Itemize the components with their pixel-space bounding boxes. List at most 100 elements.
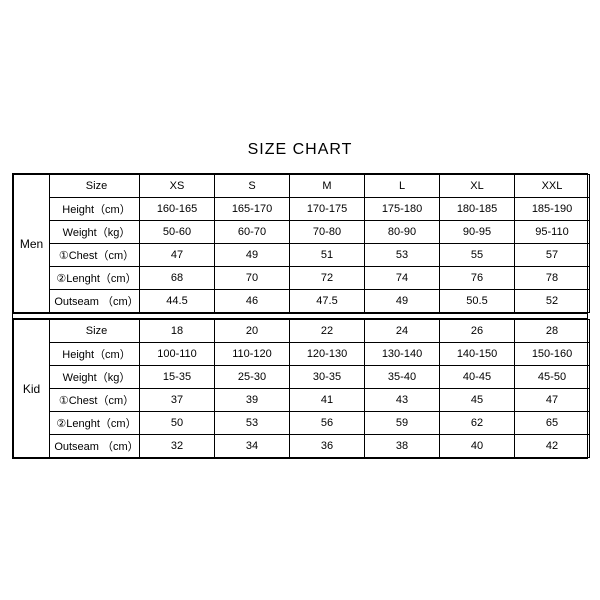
cell: 44.5	[140, 290, 215, 313]
cell: 47	[140, 244, 215, 267]
cell: 40-45	[440, 366, 515, 389]
cell: 15-35	[140, 366, 215, 389]
cell: 68	[140, 267, 215, 290]
cell: 32	[140, 435, 215, 458]
cell: 43	[365, 389, 440, 412]
table-row: ①Chest（cm） 47 49 51 53 55 57	[14, 244, 590, 267]
cell: 46	[215, 290, 290, 313]
cell: 74	[365, 267, 440, 290]
chart-title: SIZE CHART	[248, 141, 353, 159]
cell: 37	[140, 389, 215, 412]
cell: 41	[290, 389, 365, 412]
row-header: Outseam （cm）	[50, 290, 140, 313]
cell: S	[215, 175, 290, 198]
cell: 185-190	[515, 198, 590, 221]
cell: 120-130	[290, 343, 365, 366]
cell: 78	[515, 267, 590, 290]
cell: 175-180	[365, 198, 440, 221]
row-header: ①Chest（cm）	[50, 389, 140, 412]
size-table-men: Men Size XS S M L XL XXL Height（cm） 160-…	[13, 174, 590, 313]
row-header: Weight（kg）	[50, 221, 140, 244]
cell: 150-160	[515, 343, 590, 366]
cell: 45	[440, 389, 515, 412]
cell: 28	[515, 320, 590, 343]
table-row: Height（cm） 100-110 110-120 120-130 130-1…	[14, 343, 590, 366]
table-row: Weight（kg） 50-60 60-70 70-80 80-90 90-95…	[14, 221, 590, 244]
table-row: ①Chest（cm） 37 39 41 43 45 47	[14, 389, 590, 412]
table-row: Men Size XS S M L XL XXL	[14, 175, 590, 198]
cell: 30-35	[290, 366, 365, 389]
cell: M	[290, 175, 365, 198]
cell: L	[365, 175, 440, 198]
cell: 20	[215, 320, 290, 343]
cell: 36	[290, 435, 365, 458]
cell: 170-175	[290, 198, 365, 221]
cell: 70-80	[290, 221, 365, 244]
cell: 72	[290, 267, 365, 290]
cell: 49	[365, 290, 440, 313]
cell: 95-110	[515, 221, 590, 244]
cell: 40	[440, 435, 515, 458]
cell: 130-140	[365, 343, 440, 366]
cell: 53	[365, 244, 440, 267]
cell: 50-60	[140, 221, 215, 244]
cell: 165-170	[215, 198, 290, 221]
table-row: ②Lenght（cm） 68 70 72 74 76 78	[14, 267, 590, 290]
cell: XXL	[515, 175, 590, 198]
section-label: Kid	[14, 320, 50, 458]
cell: 80-90	[365, 221, 440, 244]
cell: 42	[515, 435, 590, 458]
row-header: ①Chest（cm）	[50, 244, 140, 267]
table-row: Height（cm） 160-165 165-170 170-175 175-1…	[14, 198, 590, 221]
table-row: Weight（kg） 15-35 25-30 30-35 35-40 40-45…	[14, 366, 590, 389]
cell: 53	[215, 412, 290, 435]
cell: 26	[440, 320, 515, 343]
cell: 47.5	[290, 290, 365, 313]
cell: 90-95	[440, 221, 515, 244]
cell: 62	[440, 412, 515, 435]
cell: 22	[290, 320, 365, 343]
cell: 110-120	[215, 343, 290, 366]
size-chart-container: Men Size XS S M L XL XXL Height（cm） 160-…	[12, 173, 588, 459]
cell: XL	[440, 175, 515, 198]
cell: 160-165	[140, 198, 215, 221]
cell: 39	[215, 389, 290, 412]
table-row: Kid Size 18 20 22 24 26 28	[14, 320, 590, 343]
cell: 57	[515, 244, 590, 267]
table-row: Outseam （cm） 44.5 46 47.5 49 50.5 52	[14, 290, 590, 313]
cell: 180-185	[440, 198, 515, 221]
cell: 35-40	[365, 366, 440, 389]
row-header: Size	[50, 320, 140, 343]
cell: 65	[515, 412, 590, 435]
cell: 70	[215, 267, 290, 290]
row-header: Height（cm）	[50, 198, 140, 221]
row-header: Outseam （cm）	[50, 435, 140, 458]
table-row: Outseam （cm） 32 34 36 38 40 42	[14, 435, 590, 458]
cell: 59	[365, 412, 440, 435]
cell: 34	[215, 435, 290, 458]
cell: 51	[290, 244, 365, 267]
cell: 60-70	[215, 221, 290, 244]
row-header: Size	[50, 175, 140, 198]
row-header: ②Lenght（cm）	[50, 267, 140, 290]
cell: 45-50	[515, 366, 590, 389]
cell: 24	[365, 320, 440, 343]
row-header: Height（cm）	[50, 343, 140, 366]
cell: 76	[440, 267, 515, 290]
cell: 50.5	[440, 290, 515, 313]
cell: 47	[515, 389, 590, 412]
cell: 55	[440, 244, 515, 267]
cell: 25-30	[215, 366, 290, 389]
cell: 50	[140, 412, 215, 435]
cell: 38	[365, 435, 440, 458]
cell: 52	[515, 290, 590, 313]
cell: 100-110	[140, 343, 215, 366]
cell: 56	[290, 412, 365, 435]
row-header: ②Lenght（cm）	[50, 412, 140, 435]
row-header: Weight（kg）	[50, 366, 140, 389]
cell: 18	[140, 320, 215, 343]
cell: XS	[140, 175, 215, 198]
size-table-kid: Kid Size 18 20 22 24 26 28 Height（cm） 10…	[13, 319, 590, 458]
section-label: Men	[14, 175, 50, 313]
table-row: ②Lenght（cm） 50 53 56 59 62 65	[14, 412, 590, 435]
